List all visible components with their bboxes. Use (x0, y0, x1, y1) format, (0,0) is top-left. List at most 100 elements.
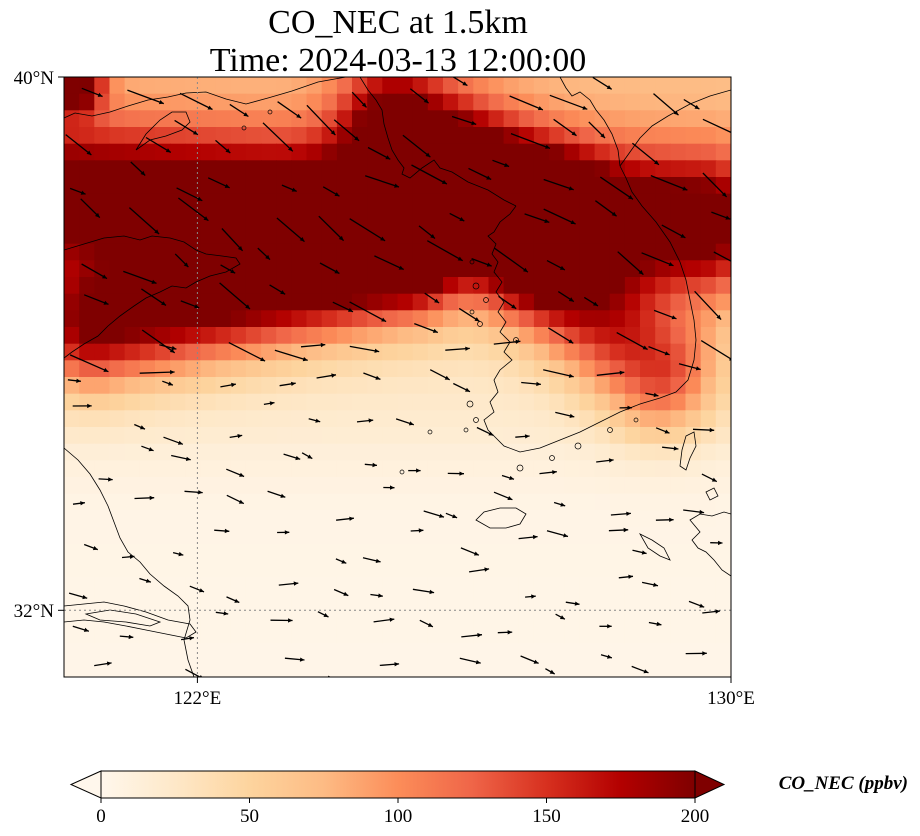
field-cell (109, 527, 126, 545)
field-cell (609, 560, 626, 578)
field-cell (261, 660, 277, 677)
field-cell (518, 293, 535, 311)
field-cell (533, 360, 550, 378)
wind-arrow-head (299, 657, 305, 662)
field-cell (124, 277, 141, 295)
field-cell (79, 627, 95, 645)
wind-arrow-head (177, 440, 183, 445)
field-cell (306, 577, 323, 595)
field-cell (518, 343, 535, 361)
field-cell (533, 160, 550, 178)
coastline-shandong (64, 235, 241, 359)
field-cell (382, 677, 398, 694)
field-cell (655, 510, 671, 528)
coastline-korea-north (559, 77, 621, 167)
field-cell (670, 560, 687, 578)
field-cell (200, 343, 217, 361)
field-cell (139, 643, 156, 661)
field-cell (352, 543, 368, 561)
field-cell (488, 543, 505, 561)
wind-arrow-head (338, 235, 344, 241)
coastlines (64, 77, 731, 677)
field-cell (170, 493, 186, 511)
field-cell (443, 627, 459, 645)
wind-arrow-head (452, 514, 458, 519)
field-cell (700, 177, 717, 195)
wind-arrow-head (424, 683, 429, 687)
field-cell (170, 410, 186, 428)
wind-arrow-head (140, 425, 145, 430)
wind-arrow-head (673, 446, 679, 451)
field-cell (670, 377, 687, 395)
field-cell (579, 110, 596, 128)
field-cell (64, 210, 80, 228)
field-cell (352, 677, 368, 694)
wind-arrow-head (511, 304, 517, 309)
field-cell (291, 160, 308, 178)
field-cell (170, 527, 186, 545)
field-cell (624, 427, 641, 445)
field-cell (336, 593, 353, 611)
field-cell (307, 677, 323, 694)
field-cell (321, 493, 338, 511)
field-cell (397, 293, 414, 311)
field-cell (382, 393, 399, 411)
field-cell (427, 93, 444, 111)
field-cell (155, 410, 171, 428)
field-cell (109, 310, 126, 328)
wind-arrow-shaft (274, 349, 308, 362)
field-cell (170, 660, 186, 677)
field-cell (715, 410, 731, 428)
wind-arrow-shaft (702, 172, 728, 198)
field-cell (640, 160, 656, 178)
field-cell (731, 94, 747, 111)
wind-arrow-head (544, 218, 550, 223)
wind-arrow-head (642, 345, 648, 350)
field-cell (503, 310, 520, 328)
field-cell (124, 477, 141, 495)
field-cell (336, 360, 353, 378)
wind-arrow-head (288, 146, 293, 152)
field-cell (503, 610, 520, 628)
field-cell (382, 410, 399, 428)
wind-arrow-head (299, 237, 305, 242)
wind-arrow-head (533, 659, 539, 664)
field-cell (215, 577, 232, 595)
field-cell (443, 593, 459, 611)
field-cell (109, 93, 126, 111)
field-cell (321, 660, 338, 677)
field-cell (124, 93, 141, 111)
colorbar-extend-min (69, 770, 102, 799)
wind-arrow-shaft (543, 369, 574, 378)
field-cell (336, 227, 353, 245)
field-cell (94, 310, 111, 328)
field-cell (79, 243, 95, 261)
field-cell (715, 160, 731, 178)
field-cell (94, 460, 111, 478)
field-cell (731, 144, 747, 161)
field-cell (564, 343, 581, 361)
wind-arrow-head (189, 636, 194, 641)
field-cell (261, 193, 277, 211)
wind-arrow-head (225, 148, 231, 153)
field-cell (139, 460, 156, 478)
field-cell (170, 577, 186, 595)
field-cell (700, 393, 717, 411)
field-cell (700, 660, 717, 677)
field-cell (276, 427, 292, 445)
field-cell (624, 210, 641, 228)
wind-arrow-head (354, 136, 360, 141)
field-cell (655, 410, 671, 428)
field-cell (155, 277, 171, 295)
field-cell (215, 427, 232, 445)
field-cell (109, 127, 126, 145)
field-cell (412, 277, 429, 295)
wind-arrow-head (368, 418, 374, 423)
field-cell (670, 660, 687, 677)
field-cell (564, 443, 581, 461)
wind-arrow-head (323, 613, 329, 617)
field-cell (715, 493, 731, 511)
field-cell (609, 343, 626, 361)
field-cell (503, 293, 520, 311)
field-cell (170, 427, 186, 445)
